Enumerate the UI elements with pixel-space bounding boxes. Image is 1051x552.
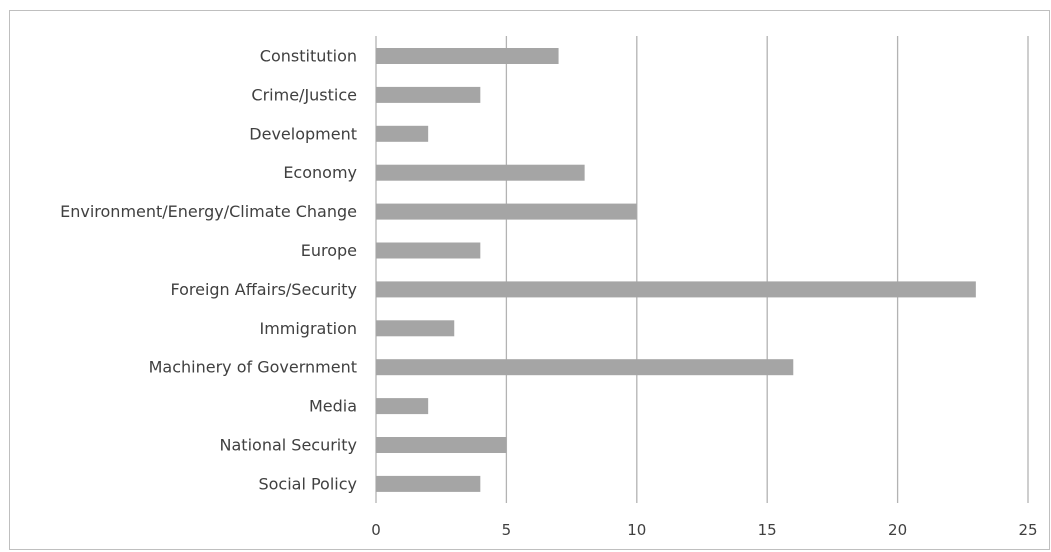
bar (376, 86, 481, 103)
bar (376, 281, 976, 298)
x-tick-label: 0 (371, 521, 381, 539)
bars (376, 48, 976, 492)
x-tick-label: 25 (1018, 521, 1037, 539)
category-labels: Constitution Crime/Justice Development Econ… (60, 47, 357, 494)
category-label: Europe (301, 241, 357, 260)
category-label: Media (309, 397, 357, 416)
x-tick-label: 20 (888, 521, 907, 539)
category-label: Immigration (259, 319, 357, 338)
category-label: Foreign Affairs/Security (170, 280, 357, 299)
x-tick-label: 15 (758, 521, 777, 539)
bar (376, 48, 559, 64)
bar (376, 242, 481, 259)
category-label: Machinery of Government (149, 358, 357, 377)
bar (376, 475, 481, 492)
gridlines (375, 36, 1029, 503)
category-label: Social Policy (258, 474, 357, 493)
bar (376, 320, 455, 337)
category-label: Economy (283, 163, 357, 182)
chart-frame (9, 10, 1050, 550)
bar (376, 398, 429, 415)
bar (376, 359, 794, 376)
category-label: National Security (220, 436, 357, 455)
category-label: Crime/Justice (251, 85, 357, 104)
bar (376, 203, 637, 220)
category-label: Constitution (260, 47, 357, 66)
bar (376, 125, 429, 142)
x-tick-labels: 0 5 10 15 20 25 (371, 521, 1037, 539)
bar (376, 437, 507, 453)
x-tick-label: 5 (502, 521, 512, 539)
x-tick-label: 10 (627, 521, 646, 539)
bar (376, 164, 585, 181)
category-label: Development (249, 124, 357, 143)
category-label: Environment/Energy/Climate Change (60, 202, 357, 221)
